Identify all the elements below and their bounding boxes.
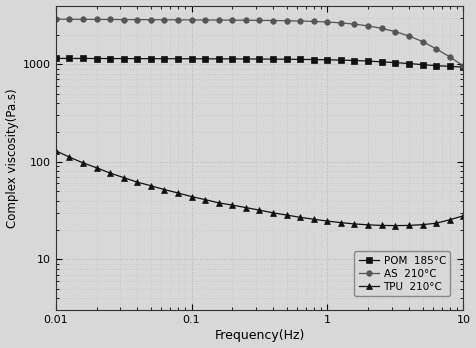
- AS  210°C: [270, 18, 276, 23]
- TPU  210°C: [216, 201, 221, 205]
- AS  210°C: [94, 17, 99, 22]
- TPU  210°C: [94, 166, 99, 170]
- POM  185°C: [80, 56, 86, 61]
- POM  185°C: [461, 65, 466, 69]
- POM  185°C: [94, 56, 99, 61]
- AS  210°C: [229, 18, 235, 22]
- TPU  210°C: [148, 184, 153, 188]
- AS  210°C: [66, 17, 72, 21]
- POM  185°C: [311, 57, 317, 62]
- Line: TPU  210°C: TPU 210°C: [53, 148, 466, 228]
- POM  185°C: [433, 64, 439, 68]
- AS  210°C: [406, 34, 412, 38]
- POM  185°C: [243, 57, 248, 61]
- TPU  210°C: [284, 213, 289, 217]
- AS  210°C: [53, 17, 59, 21]
- TPU  210°C: [120, 175, 126, 180]
- Y-axis label: Complex viscosity(Pa.s): Complex viscosity(Pa.s): [6, 88, 19, 228]
- AS  210°C: [447, 55, 453, 59]
- AS  210°C: [134, 17, 140, 22]
- TPU  210°C: [406, 223, 412, 228]
- POM  185°C: [298, 57, 303, 62]
- TPU  210°C: [420, 223, 426, 227]
- TPU  210°C: [379, 223, 385, 228]
- X-axis label: Frequency(Hz): Frequency(Hz): [214, 330, 305, 342]
- POM  185°C: [270, 57, 276, 61]
- TPU  210°C: [53, 149, 59, 153]
- AS  210°C: [120, 17, 126, 22]
- AS  210°C: [148, 18, 153, 22]
- TPU  210°C: [366, 223, 371, 227]
- POM  185°C: [420, 63, 426, 67]
- AS  210°C: [325, 20, 330, 24]
- AS  210°C: [366, 24, 371, 28]
- TPU  210°C: [447, 218, 453, 222]
- Line: AS  210°C: AS 210°C: [53, 16, 466, 69]
- POM  185°C: [161, 57, 167, 61]
- POM  185°C: [379, 60, 385, 64]
- AS  210°C: [202, 18, 208, 22]
- AS  210°C: [284, 19, 289, 23]
- TPU  210°C: [338, 221, 344, 225]
- POM  185°C: [66, 56, 72, 61]
- TPU  210°C: [393, 223, 398, 228]
- AS  210°C: [257, 18, 262, 23]
- AS  210°C: [216, 18, 221, 22]
- AS  210°C: [243, 18, 248, 22]
- POM  185°C: [325, 58, 330, 62]
- AS  210°C: [352, 22, 357, 26]
- POM  185°C: [352, 58, 357, 63]
- POM  185°C: [188, 57, 194, 61]
- POM  185°C: [202, 57, 208, 61]
- TPU  210°C: [107, 171, 112, 175]
- POM  185°C: [284, 57, 289, 61]
- TPU  210°C: [352, 222, 357, 226]
- AS  210°C: [188, 18, 194, 22]
- POM  185°C: [216, 57, 221, 61]
- POM  185°C: [134, 56, 140, 61]
- AS  210°C: [311, 19, 317, 24]
- TPU  210°C: [188, 195, 194, 199]
- POM  185°C: [107, 56, 112, 61]
- TPU  210°C: [298, 215, 303, 219]
- TPU  210°C: [229, 203, 235, 207]
- AS  210°C: [298, 19, 303, 23]
- TPU  210°C: [461, 214, 466, 218]
- AS  210°C: [433, 47, 439, 51]
- TPU  210°C: [161, 188, 167, 192]
- AS  210°C: [420, 39, 426, 44]
- POM  185°C: [366, 59, 371, 63]
- TPU  210°C: [311, 217, 317, 221]
- AS  210°C: [80, 17, 86, 22]
- AS  210°C: [175, 18, 181, 22]
- AS  210°C: [393, 30, 398, 34]
- AS  210°C: [379, 26, 385, 30]
- TPU  210°C: [175, 191, 181, 195]
- POM  185°C: [175, 57, 181, 61]
- TPU  210°C: [202, 198, 208, 202]
- POM  185°C: [120, 56, 126, 61]
- TPU  210°C: [270, 211, 276, 215]
- Line: POM  185°C: POM 185°C: [53, 56, 466, 70]
- TPU  210°C: [433, 221, 439, 225]
- TPU  210°C: [257, 208, 262, 212]
- AS  210°C: [107, 17, 112, 22]
- TPU  210°C: [325, 219, 330, 223]
- TPU  210°C: [80, 161, 86, 165]
- POM  185°C: [257, 57, 262, 61]
- AS  210°C: [161, 18, 167, 22]
- POM  185°C: [53, 56, 59, 61]
- POM  185°C: [148, 57, 153, 61]
- Legend: POM  185°C, AS  210°C, TPU  210°C: POM 185°C, AS 210°C, TPU 210°C: [354, 252, 450, 296]
- POM  185°C: [406, 62, 412, 66]
- TPU  210°C: [66, 155, 72, 159]
- POM  185°C: [393, 61, 398, 65]
- POM  185°C: [447, 64, 453, 69]
- AS  210°C: [461, 64, 466, 68]
- TPU  210°C: [134, 180, 140, 184]
- POM  185°C: [229, 57, 235, 61]
- POM  185°C: [338, 58, 344, 62]
- TPU  210°C: [243, 205, 248, 209]
- AS  210°C: [338, 21, 344, 25]
